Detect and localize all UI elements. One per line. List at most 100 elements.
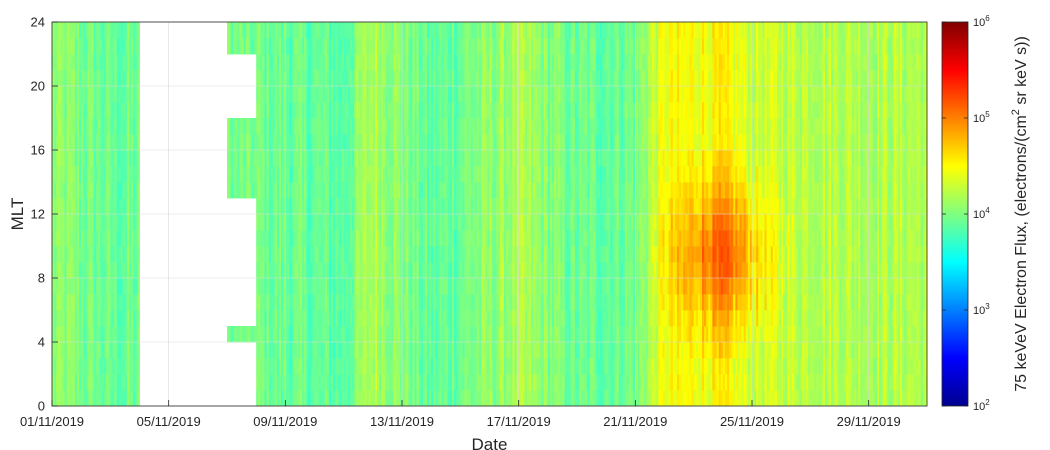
heatmap-cell: [466, 198, 470, 215]
heatmap-cell: [514, 230, 517, 247]
heatmap-cell: [264, 294, 267, 311]
heatmap-cell: [327, 230, 330, 247]
heatmap-cell: [52, 54, 55, 71]
heatmap-cell: [70, 54, 74, 71]
heatmap-cell: [322, 134, 326, 151]
heatmap-cell: [366, 182, 370, 199]
heatmap-cell: [287, 38, 290, 55]
heatmap-cell: [472, 262, 476, 279]
heatmap-cell: [277, 358, 280, 375]
heatmap-cell: [512, 70, 515, 87]
heatmap-cell: [458, 86, 461, 103]
heatmap-cell: [104, 262, 107, 279]
heatmap-cells: [52, 22, 928, 407]
heatmap-cell: [124, 182, 128, 199]
heatmap-cell: [331, 214, 334, 231]
heatmap-cell: [137, 134, 140, 151]
heatmap-cell: [383, 214, 386, 231]
heatmap-cell: [87, 198, 90, 215]
heatmap-cell: [366, 246, 370, 263]
heatmap-cell: [295, 246, 299, 263]
heatmap-cell: [258, 326, 261, 343]
heatmap-cell: [295, 150, 299, 167]
heatmap-cell: [60, 150, 63, 167]
heatmap-cell: [379, 326, 382, 343]
heatmap-cell: [327, 262, 330, 279]
heatmap-cell: [95, 246, 99, 263]
heatmap-cell: [297, 230, 301, 247]
heatmap-cell: [358, 294, 361, 311]
heatmap-cell: [114, 134, 117, 151]
heatmap-cell: [460, 70, 463, 87]
heatmap-cell: [549, 198, 553, 215]
heatmap-cell: [445, 198, 449, 215]
heatmap-cell: [274, 86, 278, 103]
heatmap-cell: [320, 102, 324, 119]
heatmap-cell: [587, 374, 590, 391]
heatmap-cell: [437, 214, 440, 231]
heatmap-cell: [514, 198, 517, 215]
heatmap-cell: [589, 310, 592, 327]
heatmap-cell: [358, 102, 361, 119]
heatmap-cell: [416, 22, 420, 39]
heatmap-cell: [314, 102, 317, 119]
heatmap-cell: [327, 246, 330, 263]
heatmap-cell: [531, 86, 534, 103]
heatmap-cell: [258, 54, 261, 71]
heatmap-cell: [368, 70, 372, 87]
heatmap-cell: [310, 310, 313, 327]
heatmap-cell: [341, 70, 345, 87]
heatmap-cell: [460, 198, 463, 215]
heatmap-cell: [581, 38, 584, 55]
heatmap-cell: [474, 342, 478, 359]
heatmap-cell: [324, 150, 328, 167]
heatmap-cell: [506, 134, 509, 151]
heatmap-cell: [349, 22, 353, 39]
heatmap-cell: [262, 374, 265, 391]
heatmap-cell: [318, 310, 322, 327]
heatmap-cell: [535, 102, 538, 119]
heatmap-cell: [135, 262, 138, 279]
heatmap-cell: [249, 326, 253, 343]
heatmap-cell: [510, 118, 513, 135]
heatmap-cell: [456, 262, 459, 279]
heatmap-cell: [79, 166, 82, 183]
heatmap-cell: [568, 118, 572, 135]
heatmap-cell: [110, 118, 113, 135]
heatmap-cell: [556, 70, 559, 87]
heatmap-cell: [329, 374, 332, 391]
heatmap-cell: [347, 294, 351, 311]
heatmap-cell: [387, 262, 390, 279]
heatmap-cell: [316, 70, 320, 87]
heatmap-cell: [424, 310, 428, 327]
heatmap-cell: [585, 358, 588, 375]
heatmap-cell: [272, 278, 276, 295]
heatmap-cell: [583, 278, 586, 295]
heatmap-cell: [89, 38, 92, 55]
heatmap-cell: [52, 102, 55, 119]
heatmap-cell: [506, 342, 509, 359]
heatmap-cell: [81, 374, 84, 391]
heatmap-cell: [577, 86, 580, 103]
heatmap-cell: [541, 118, 545, 135]
heatmap-cell: [535, 118, 538, 135]
heatmap-cell: [108, 342, 111, 359]
heatmap-cell: [343, 22, 347, 39]
heatmap-cell: [414, 38, 417, 55]
heatmap-cell: [514, 262, 517, 279]
heatmap-cell: [414, 70, 417, 87]
heatmap-cell: [291, 22, 295, 39]
heatmap-cell: [304, 38, 307, 55]
heatmap-cell: [133, 118, 136, 135]
heatmap-cell: [589, 198, 592, 215]
heatmap-cell: [556, 118, 559, 135]
heatmap-cell: [535, 214, 538, 231]
heatmap-cell: [472, 54, 476, 71]
heatmap-cell: [118, 102, 122, 119]
heatmap-cell: [291, 118, 295, 135]
heatmap-cell: [68, 294, 72, 311]
heatmap-cell: [52, 294, 55, 311]
heatmap-cell: [297, 198, 301, 215]
heatmap-cell: [297, 278, 301, 295]
heatmap-cell: [468, 342, 472, 359]
